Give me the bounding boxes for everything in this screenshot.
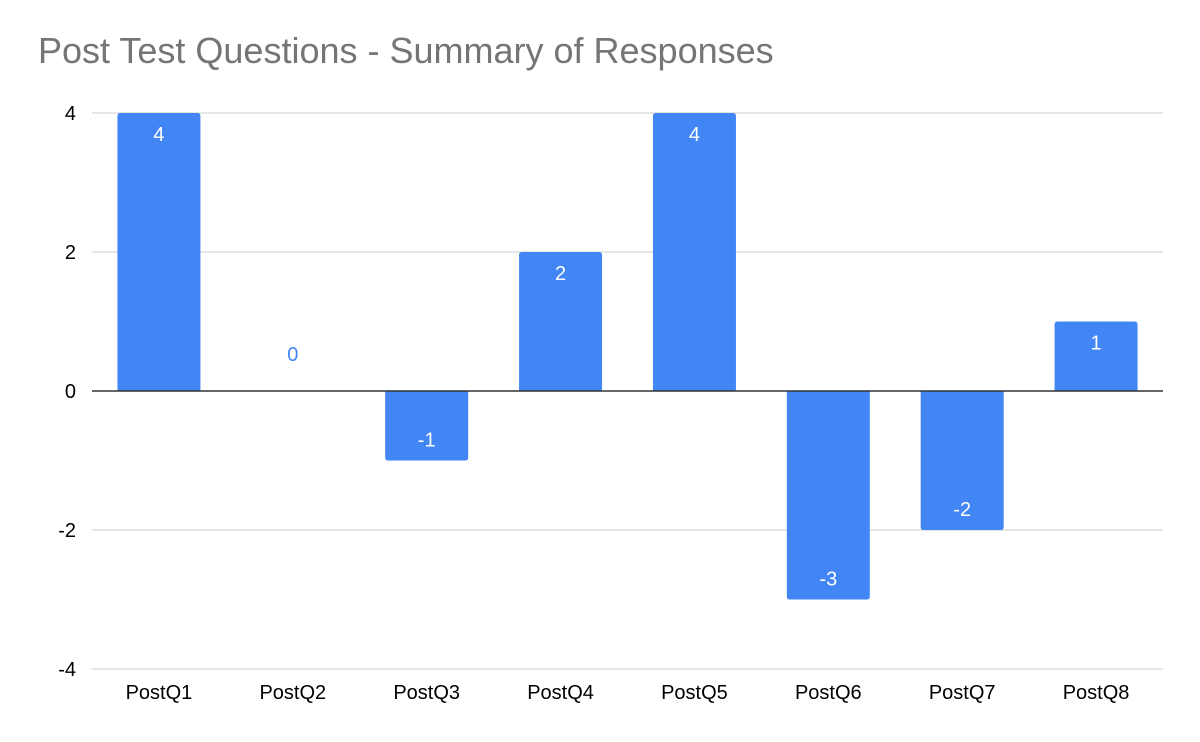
data-label: -2 (953, 499, 971, 521)
y-tick-label: 4 (65, 103, 76, 125)
bar (385, 391, 469, 461)
bar (519, 252, 603, 391)
bar (1054, 321, 1138, 391)
data-label: 1 (1091, 333, 1102, 355)
chart-title: Post Test Questions - Summary of Respons… (38, 30, 774, 71)
y-tick-label: 2 (65, 242, 76, 264)
x-tick-label: PostQ3 (393, 682, 460, 704)
y-axis-ticks: 4 2 0 -2 -4 (58, 103, 76, 681)
x-tick-label: PostQ7 (929, 682, 996, 704)
data-label: -1 (418, 430, 436, 452)
x-tick-label: PostQ8 (1063, 682, 1130, 704)
y-tick-label: 0 (65, 381, 76, 403)
data-label: -3 (819, 569, 837, 591)
y-tick-label: -4 (58, 659, 76, 681)
bar (652, 113, 736, 391)
x-tick-label: PostQ5 (661, 682, 728, 704)
x-tick-label: PostQ4 (527, 682, 594, 704)
data-label: 0 (287, 344, 298, 366)
bars (117, 113, 1138, 600)
y-tick-label: -2 (58, 520, 76, 542)
x-tick-label: PostQ2 (259, 682, 326, 704)
bar (117, 113, 201, 391)
x-axis-ticks: PostQ1 PostQ2 PostQ3 PostQ4 PostQ5 PostQ6 Post… (126, 682, 1130, 704)
data-label: 4 (153, 124, 164, 146)
x-tick-label: PostQ1 (126, 682, 193, 704)
data-label: 4 (689, 124, 700, 146)
bar (920, 391, 1004, 530)
bar (786, 391, 870, 600)
data-labels: 4 0 -1 2 4 -3 -2 1 (153, 124, 1101, 591)
data-label: 2 (555, 263, 566, 285)
x-tick-label: PostQ6 (795, 682, 862, 704)
